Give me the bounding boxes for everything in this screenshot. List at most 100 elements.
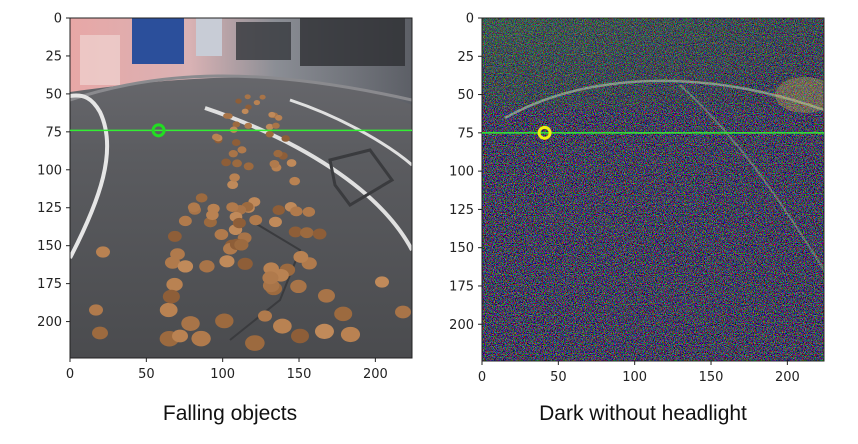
pebble [258, 310, 272, 322]
pebble [273, 318, 292, 334]
y-tick-label: 125 [449, 203, 474, 218]
pebble [291, 328, 309, 344]
pebble [211, 133, 221, 141]
pebble [199, 260, 215, 273]
y-tick-label: 100 [37, 163, 62, 178]
pebble [245, 104, 252, 110]
pebble [302, 206, 316, 217]
pebble [227, 180, 239, 190]
pebble [226, 202, 239, 212]
falling-objects-photo [70, 18, 412, 358]
x-tick-label: 0 [478, 370, 486, 385]
y-tick-label: 150 [449, 241, 474, 256]
pebble [288, 226, 303, 238]
y-tick-label: 100 [449, 165, 474, 180]
y-tick-label: 50 [457, 88, 474, 103]
y-tick-label: 200 [449, 318, 474, 333]
pebble [96, 246, 110, 258]
pebble [178, 215, 192, 227]
pebble [177, 260, 194, 273]
x-tick-label: 200 [363, 367, 388, 382]
x-tick-label: 50 [138, 367, 155, 382]
pebble [214, 229, 229, 240]
y-tick-label: 50 [45, 87, 62, 102]
x-tick-label: 100 [622, 370, 647, 385]
y-tick-label: 200 [37, 315, 62, 330]
pebble [273, 149, 283, 158]
pebble [159, 302, 178, 318]
pebble [234, 239, 249, 251]
y-tick-label: 0 [466, 12, 474, 27]
pebble [215, 313, 234, 329]
y-tick-label: 75 [45, 125, 62, 140]
pebble [228, 150, 238, 158]
pebble [375, 276, 389, 288]
y-tick-label: 25 [45, 49, 62, 64]
right-axes: 0 50 100 150 200 0 25 50 75 100 125 150 175 200 [449, 12, 800, 386]
left-plot: 0 50 100 150 200 0 25 50 75 100 125 150 175 200 [37, 12, 413, 383]
x-tick-label: 50 [550, 370, 567, 385]
pebble [232, 121, 241, 128]
pebble [195, 193, 208, 203]
pebble [340, 326, 361, 343]
pebble [191, 330, 211, 347]
pebble [268, 216, 282, 228]
left-axes: 0 50 100 150 200 0 25 50 75 100 125 150 175 200 [37, 12, 388, 383]
pebble [232, 159, 242, 168]
pebble [219, 255, 235, 268]
pebble [187, 202, 201, 213]
x-tick-label: 100 [210, 367, 235, 382]
pebble [281, 135, 290, 142]
y-tick-label: 125 [37, 201, 62, 216]
pebble [300, 227, 314, 239]
pebble [289, 176, 301, 186]
pebble [221, 158, 231, 167]
x-tick-label: 150 [699, 370, 724, 385]
y-tick-label: 25 [457, 50, 474, 65]
caption-right: Dark without headlight [539, 402, 747, 425]
pebble [253, 99, 261, 106]
y-tick-label: 150 [37, 239, 62, 254]
pebble [237, 257, 253, 270]
pebble [241, 108, 249, 115]
pebble [272, 205, 285, 216]
pebble [237, 146, 247, 154]
x-tick-label: 150 [287, 367, 312, 382]
pebble [259, 94, 266, 100]
pebble [243, 162, 254, 171]
pebble [269, 160, 280, 168]
pebble [162, 289, 180, 304]
pebble [170, 248, 185, 261]
pebble [244, 122, 253, 129]
pebble [272, 122, 280, 129]
left-panel: 0 50 100 150 200 0 25 50 75 100 125 150 175 200 Falli… [37, 12, 413, 425]
y-tick-label: 175 [37, 277, 62, 292]
pebble [317, 288, 335, 303]
target-marker [537, 125, 552, 140]
pebble [334, 306, 353, 322]
pebbles [89, 94, 411, 351]
pebble [265, 123, 274, 131]
y-tick-label: 75 [457, 126, 474, 141]
pebble [89, 304, 103, 316]
pebble [275, 114, 283, 121]
pebble [232, 217, 246, 229]
pebble [225, 113, 233, 119]
pebble [92, 326, 108, 340]
y-tick-label: 175 [449, 279, 474, 294]
pebble [268, 111, 276, 118]
y-tick-label: 0 [54, 12, 62, 27]
pebble [167, 230, 182, 242]
pebble [312, 228, 327, 240]
pebble [265, 130, 274, 138]
pebble [245, 335, 265, 351]
pebble [395, 305, 411, 319]
pebble [314, 323, 334, 339]
pebble [235, 98, 242, 104]
right-panel: 0 50 100 150 200 0 25 50 75 100 125 150 175 200 Dark … [430, 0, 858, 444]
pebble [290, 279, 307, 294]
pebble [286, 159, 297, 167]
pebble [249, 214, 263, 226]
target-marker [151, 123, 166, 138]
pebble [229, 173, 240, 182]
